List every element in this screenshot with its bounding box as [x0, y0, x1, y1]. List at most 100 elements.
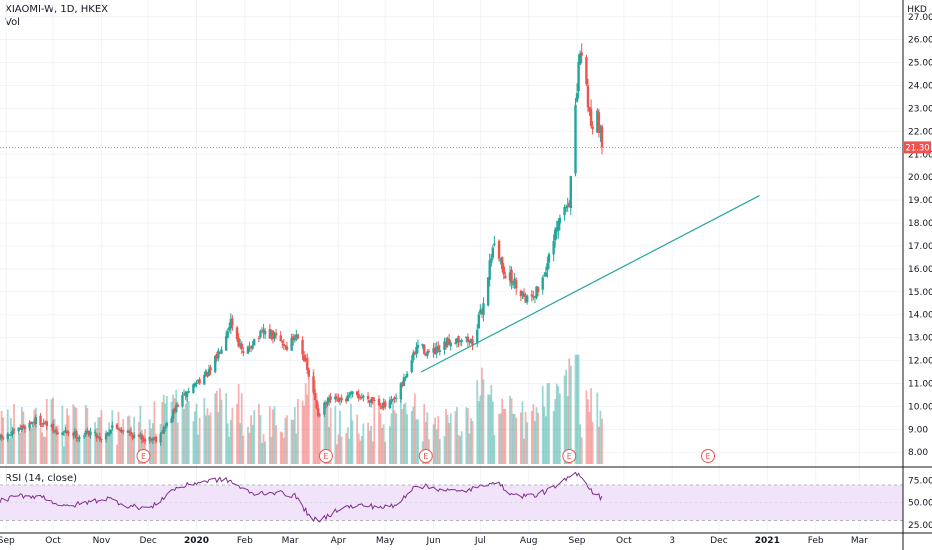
volume-bar	[261, 443, 263, 464]
volume-bar	[19, 432, 22, 464]
volume-bar	[476, 380, 479, 464]
candle-body	[532, 296, 535, 298]
volume-bar	[247, 426, 249, 464]
candle-body	[432, 348, 435, 353]
volume-bar	[67, 415, 70, 464]
candle-body	[323, 402, 326, 415]
volume-bar	[206, 408, 209, 464]
volume-bar	[544, 416, 547, 464]
candle-body	[139, 434, 142, 437]
volume-bar	[217, 412, 220, 464]
volume-bar	[404, 402, 407, 464]
volume-bar	[164, 403, 167, 464]
volume-bar	[144, 429, 146, 464]
candle-body	[229, 318, 233, 329]
candle-body	[220, 349, 223, 354]
candle-body	[337, 398, 340, 402]
volume-bar	[41, 432, 44, 464]
volume-bar	[382, 424, 385, 464]
volume-bar	[273, 406, 276, 464]
candle-body	[316, 408, 320, 416]
candle-body	[122, 430, 125, 432]
volume-bar	[126, 416, 129, 464]
volume-bar	[248, 432, 251, 464]
volume-bar	[11, 437, 14, 464]
volume-bar	[173, 398, 176, 464]
volume-bar	[315, 392, 318, 464]
volume-bar	[20, 407, 23, 464]
volume-bar	[30, 427, 33, 464]
candle-body	[477, 314, 480, 329]
candle-body	[237, 337, 240, 347]
candle-body	[62, 431, 66, 433]
volume-bar	[181, 395, 184, 464]
candle-body	[279, 335, 282, 342]
volume-bar	[498, 413, 500, 464]
volume-bar	[457, 434, 460, 464]
volume-bar	[176, 422, 179, 464]
trendline-segment[interactable]	[420, 195, 760, 373]
candle-body	[536, 287, 540, 293]
candle-body	[465, 336, 468, 339]
volume-bar	[510, 398, 513, 464]
candle-body	[380, 407, 384, 409]
volume-bar	[373, 401, 376, 464]
candle-body	[97, 436, 100, 438]
candle-body	[11, 430, 14, 435]
candle-body	[162, 427, 165, 434]
volume-bar	[170, 401, 173, 464]
price-tick-label: 25.00	[908, 59, 932, 69]
candle-body	[566, 205, 569, 208]
volume-bar	[534, 421, 536, 464]
candle-body	[521, 291, 524, 295]
candle-body	[580, 52, 583, 56]
candle-body	[184, 392, 187, 397]
candle-body	[530, 294, 534, 297]
candle-body	[33, 421, 36, 423]
candle-body	[268, 328, 272, 339]
candle-body	[511, 283, 515, 286]
candle-body	[217, 350, 220, 359]
volume-bar	[588, 411, 591, 464]
volume-bar	[532, 404, 535, 464]
volume-bar	[432, 424, 435, 464]
candle-body	[281, 341, 284, 343]
earnings-marker-label: E	[706, 452, 711, 461]
candle-body	[115, 424, 119, 429]
volume-bar	[279, 431, 282, 464]
candle-body	[284, 345, 287, 347]
candle-body	[143, 439, 147, 442]
candle-body	[486, 277, 490, 306]
volume-bar	[53, 418, 56, 464]
volume-bar	[520, 412, 522, 464]
volume-bar	[543, 406, 546, 464]
candle-body	[384, 401, 387, 407]
volume-bar	[215, 390, 218, 464]
volume-bar	[337, 434, 340, 464]
candle-body	[326, 401, 329, 404]
trendline[interactable]	[420, 195, 760, 373]
candle-body	[159, 433, 162, 443]
candle-body	[34, 417, 38, 425]
candle-body	[50, 425, 53, 427]
volume-bar	[150, 428, 153, 464]
candle-body	[231, 318, 234, 326]
volume-bar	[137, 422, 140, 464]
rsi-pane	[0, 466, 932, 523]
volume-bar	[295, 433, 298, 464]
volume-bar	[329, 407, 332, 464]
price-tick-label: 15.00	[908, 288, 932, 298]
candle-body	[480, 311, 484, 313]
candle-body	[224, 336, 228, 351]
candle-body	[93, 431, 97, 433]
candle-body	[557, 221, 560, 231]
candle-body	[360, 397, 364, 399]
volume-bar	[89, 432, 92, 464]
candle-body	[444, 341, 448, 347]
volume-bar	[240, 393, 243, 464]
volume-bar	[314, 380, 316, 464]
current-price-tag: 21.30	[904, 141, 931, 154]
volume-bar	[554, 399, 557, 464]
volume-bar	[399, 396, 402, 464]
